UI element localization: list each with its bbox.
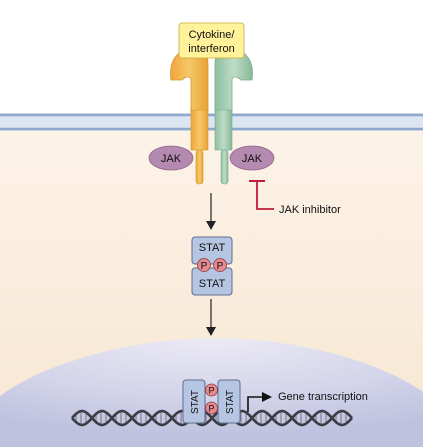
dna-double-helix: [71, 409, 353, 427]
jak-kinase-right: JAK: [229, 145, 275, 171]
stat-dimer-nuclear: STAT STAT P P: [182, 379, 241, 424]
jak-left-label: JAK: [161, 153, 182, 165]
phospho-group-right: P: [213, 258, 227, 272]
jak-kinase-left: JAK: [148, 145, 194, 171]
signal-arrow-2: [206, 299, 216, 336]
nuclear-stat-left-label: STAT: [190, 390, 201, 414]
receptor-left: [170, 47, 209, 185]
nuclear-phospho-top: P: [205, 383, 218, 397]
nuclear-phospho-bottom: P: [205, 401, 218, 415]
jak-inhibitor: JAK inhibitor: [249, 180, 341, 216]
cytokine-ligand: Cytokine/ interferon: [178, 22, 245, 59]
jak-right-label: JAK: [242, 153, 263, 165]
stat-top-label: STAT: [199, 242, 226, 254]
nuclear-phospho-bottom-label: P: [208, 404, 214, 414]
phospho-right-label: P: [217, 261, 224, 272]
gene-transcription-label: Gene transcription: [278, 391, 368, 403]
ligand-label-line2: interferon: [188, 43, 234, 55]
phospho-group-left: P: [197, 258, 211, 272]
transcription-arrow: Gene transcription: [247, 391, 368, 412]
jak-inhibitor-label: JAK inhibitor: [279, 204, 341, 216]
nuclear-stat-right-label: STAT: [225, 390, 236, 414]
nuclear-phospho-top-label: P: [208, 386, 214, 396]
ligand-label-line1: Cytokine/: [189, 29, 236, 41]
cell-membrane: [0, 113, 423, 131]
dna-strand-b: [71, 409, 353, 427]
stat-bottom-label: STAT: [199, 278, 226, 290]
signal-arrow-1: [206, 193, 216, 230]
stat-dimer-phosphorylated: STAT STAT P P: [191, 236, 233, 296]
phospho-left-label: P: [201, 261, 208, 272]
